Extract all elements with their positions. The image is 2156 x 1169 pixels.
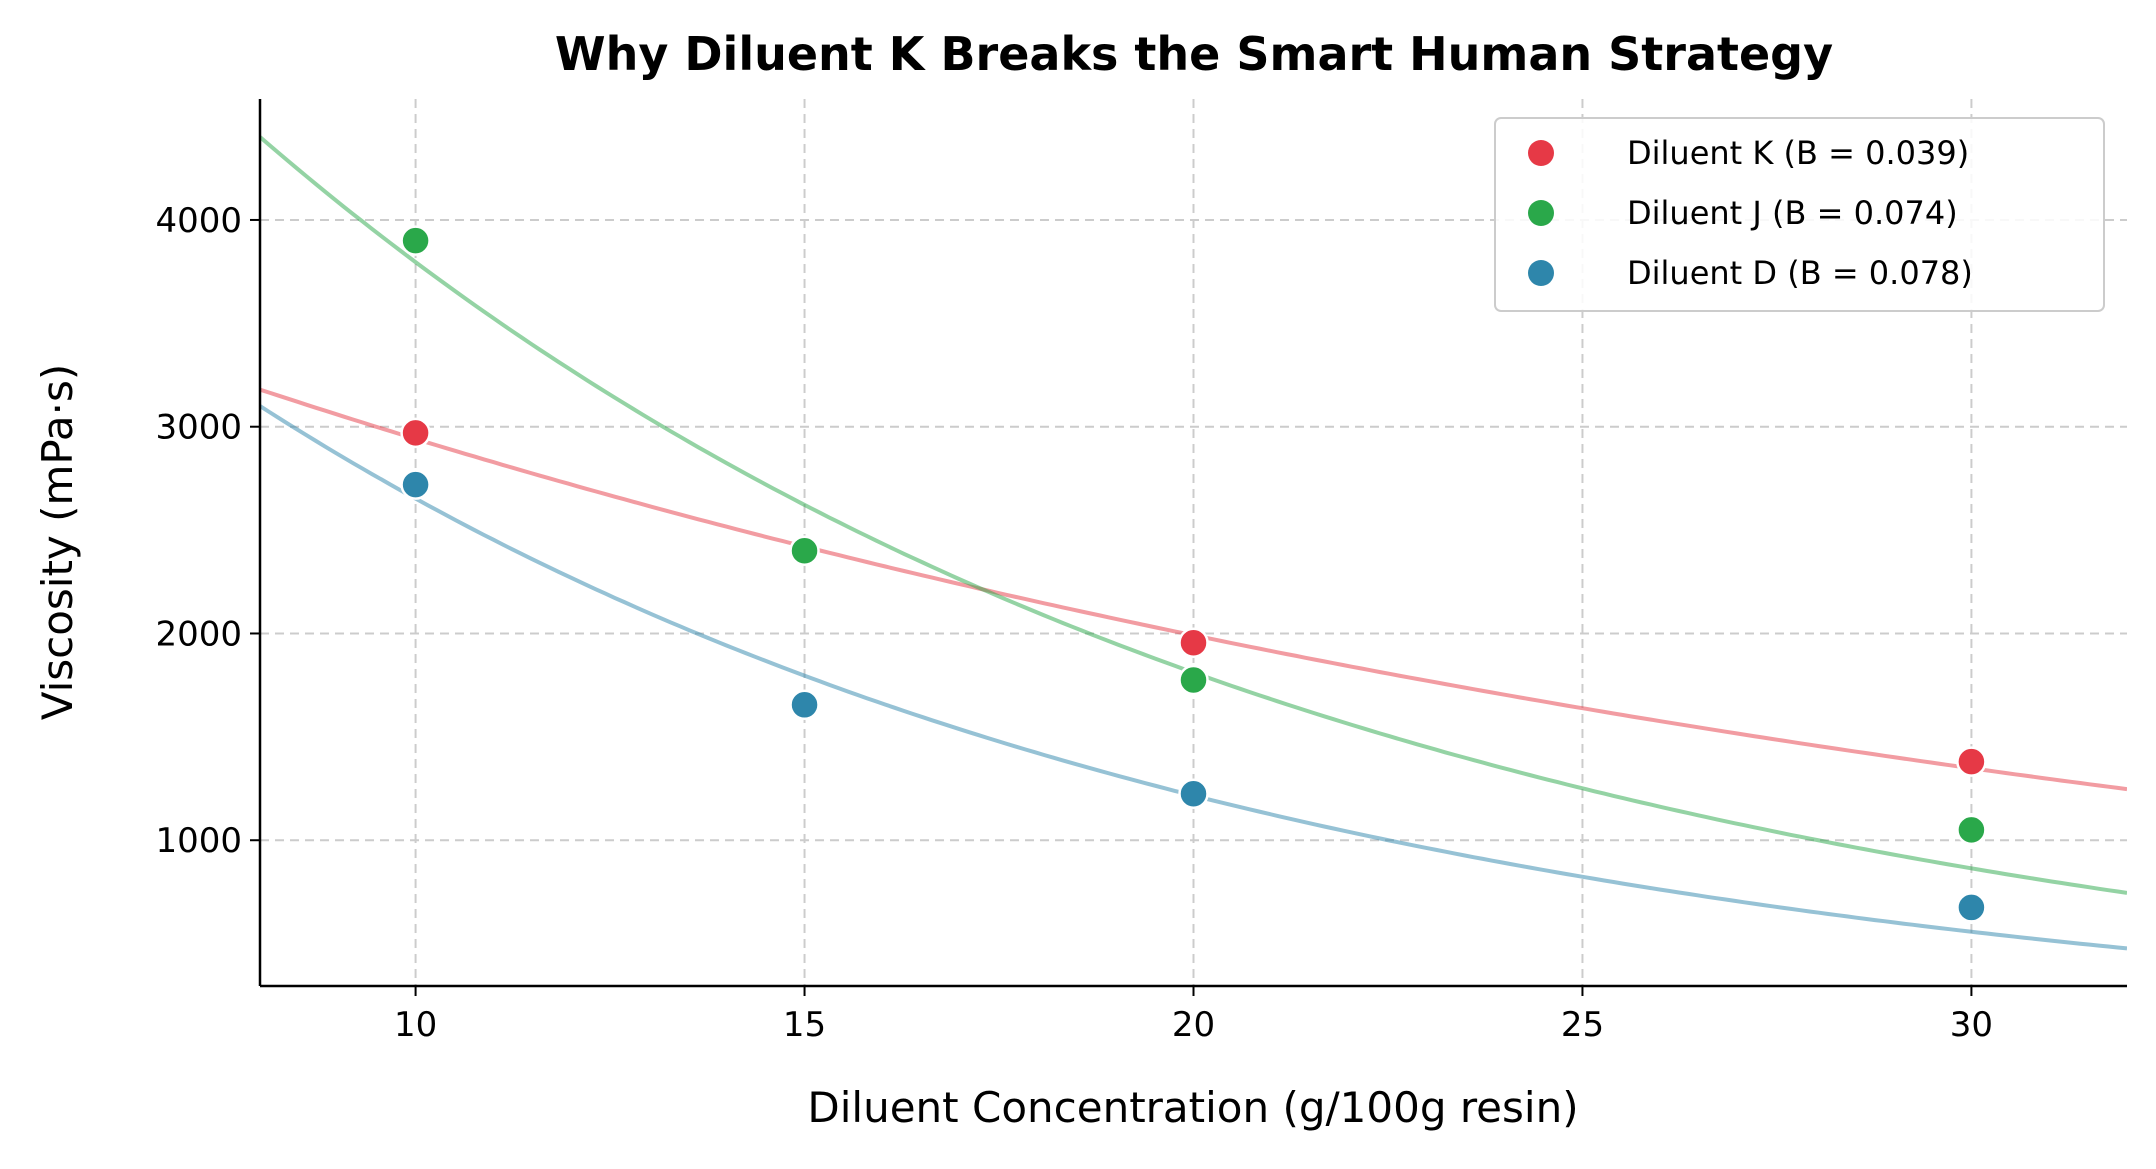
- data-point: [1956, 746, 1987, 777]
- data-point: [1178, 627, 1209, 659]
- legend-label: Diluent J (B = 0.074): [1627, 194, 1958, 232]
- data-point: [789, 535, 820, 567]
- data-point: [400, 417, 431, 449]
- x-tick-label: 30: [1950, 1005, 1993, 1045]
- data-point: [1956, 892, 1987, 923]
- chart-title: Why Diluent K Breaks the Smart Human Str…: [555, 27, 1833, 81]
- y-tick-label: 1000: [155, 821, 242, 861]
- x-tick-label: 15: [783, 1005, 826, 1045]
- y-tick-label: 2000: [155, 614, 242, 654]
- data-point: [1956, 814, 1987, 846]
- y-tick-label: 4000: [155, 201, 242, 241]
- data-point: [1178, 664, 1209, 696]
- data-point: [789, 689, 820, 721]
- y-axis-label: Viscosity (mPa·s): [33, 364, 82, 720]
- legend-marker: [1528, 200, 1554, 226]
- x-tick-label: 10: [394, 1005, 437, 1045]
- legend: Diluent K (B = 0.039) Diluent J (B = 0.07…: [1494, 117, 2105, 312]
- legend-label: Diluent D (B = 0.078): [1627, 254, 1973, 292]
- data-points: [400, 225, 1987, 923]
- data-point: [400, 225, 431, 256]
- axes: 10 15 20 25 30 1000 2000 3000 4000: [155, 99, 2127, 1045]
- data-point: [1178, 778, 1209, 809]
- legend-frame: [1494, 117, 2105, 312]
- y-tick-label: 3000: [155, 408, 242, 448]
- legend-marker: [1528, 140, 1554, 166]
- legend-label: Diluent K (B = 0.039): [1627, 134, 1969, 172]
- x-tick-label: 20: [1172, 1005, 1215, 1045]
- x-tick-label: 25: [1561, 1005, 1604, 1045]
- legend-marker: [1528, 260, 1554, 286]
- data-point: [400, 469, 431, 500]
- x-axis-label: Diluent Concentration (g/100g resin): [807, 1083, 1578, 1132]
